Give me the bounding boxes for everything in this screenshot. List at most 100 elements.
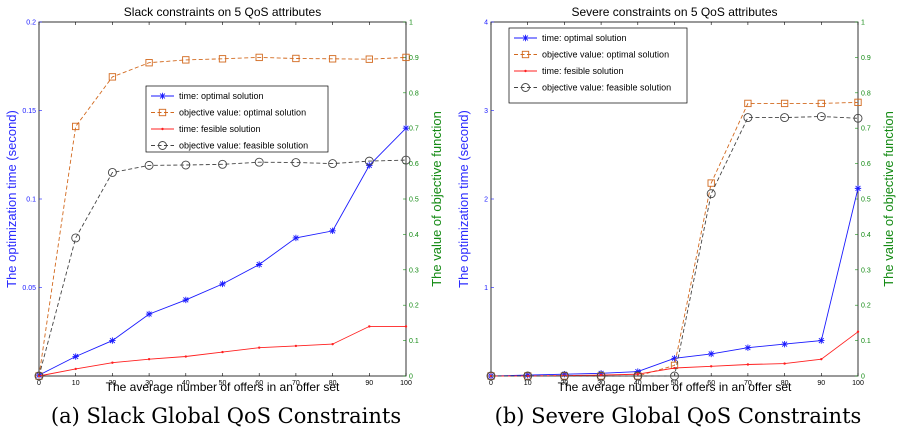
slack-series-3-point [364,156,374,166]
slack-series-3-point [328,159,338,169]
chart-panel-severe: Severe constraints on 5 QoS attributes 0 1… [452,0,904,439]
slack-legend-entry-1: objective value: optimal solution [179,108,306,118]
severe-y-right-tick-label: 0.6 [861,161,871,168]
severe-legend-entry-3: objective value: feasible solution [542,83,671,93]
slack-series-2-point [147,357,151,361]
slack-series-line-3 [38,159,407,377]
severe-series-0-point [671,355,678,362]
severe-series-3-point [780,113,790,123]
slack-x-tick-label: 30 [145,380,153,387]
severe-series-2-point [783,362,786,365]
severe-x-tick-label: 20 [561,380,569,387]
slack-legend-marker-2 [161,127,164,131]
slack-y-tick-label: 0.15 [22,108,36,115]
severe-series-1-point [744,99,752,108]
severe-series-2-point [710,365,713,368]
severe-x-tick-label: 40 [634,380,642,387]
slack-series-2-point [294,344,298,348]
severe-y-tick-label: 4 [484,20,488,27]
slack-series-1-point [328,55,337,63]
severe-series-3-point [670,371,679,381]
severe-y-right-tick-label: 0.1 [861,338,871,345]
slack-series-2-point [221,350,224,354]
severe-y-axis-label: The optimization time (second) [456,110,471,288]
severe-y-right-tick-label: 0.8 [861,90,871,97]
slack-y-right-tick-label: 1 [409,20,413,27]
severe-legend-marker-3 [521,83,530,92]
slack-series-0-point [256,261,263,268]
severe-series-0-point [781,340,788,348]
slack-x-tick-label: 60 [255,380,263,387]
severe-legend-entry-1: objective value: optimal solution [542,50,669,60]
severe-series-3-point [743,113,753,123]
severe-x-tick-label: 0 [489,380,493,387]
slack-series-line-1 [38,56,407,377]
severe-y-tick-label: 2 [484,197,488,204]
severe-series-1 [487,98,862,380]
severe-series-0-point [597,370,605,377]
severe-series-2-point [673,366,676,370]
slack-y-tick-label: 0.05 [22,285,36,292]
slack-series-1-point [182,56,190,64]
severe-series-1-point [817,99,825,108]
severe-series-2-point [746,363,750,366]
slack-series-2-point [404,325,408,328]
slack-series-0-point [402,125,410,132]
slack-title: Slack constraints on 5 QoS attributes [124,5,321,19]
slack-series-3-point [291,158,301,167]
severe-series-line-3 [491,116,859,377]
severe-x-tick-label: 80 [781,380,789,387]
slack-y-right-tick-label: 0.9 [409,55,419,62]
slack-x-tick-label: 80 [329,380,337,387]
slack-x-tick-label: 10 [72,380,80,387]
slack-series-3-point [218,159,227,169]
slack-y-right-tick-label: 0.6 [409,161,419,168]
severe-legend-box [508,27,688,104]
slack-series-2-point [368,325,371,328]
severe-series-3-point [596,371,606,381]
severe-series-0 [487,185,862,380]
severe-legend-marker-0 [522,34,529,42]
severe-legend: time: optimal solution objective value: o… [508,27,688,104]
slack-x-tick-label: 40 [182,380,190,387]
severe-series-2-point [636,373,639,376]
slack-series-1-point [255,53,263,62]
severe-x-tick-label: 10 [524,380,532,387]
severe-series-0-point [708,350,715,358]
severe-series-line-1 [491,101,859,377]
slack-series-3-point [144,160,154,170]
slack-x-tick-label: 70 [292,380,300,387]
severe-y-right-tick-label: 0.7 [861,126,871,133]
severe-x-tick-label: 50 [671,380,679,387]
severe-legend-marker-1 [521,50,530,59]
slack-series-3-point [401,155,411,165]
severe-legend-entry-0: time: optimal solution [542,33,627,43]
slack-legend: time: optimal solution objective value: o… [145,85,329,153]
slack-series-0-point [72,353,79,360]
severe-series-1-point [780,99,789,108]
caption-slack: (a) Slack Global QoS Constraints [50,404,402,428]
severe-y-right-tick-label: 0.5 [861,197,871,204]
severe-series-3 [486,112,863,381]
severe-legend-entry-2: time: fesible solution [542,66,624,76]
slack-legend-box [145,85,329,153]
slack-y-right-tick-label: 0.5 [409,197,419,204]
slack-series-0 [35,125,410,379]
slack-y-right-tick-label: 0.7 [409,126,419,133]
severe-series-2-point [820,357,823,361]
slack-series-3-point [71,233,81,243]
severe-series-2 [489,330,860,378]
severe-y-right-tick-label: 0.9 [861,55,871,62]
slack-y-right-axis-label: The value of objective function [429,111,444,287]
severe-series-3-point [559,371,569,381]
severe-series-line-0 [490,188,859,377]
slack-series-1-point [218,55,227,63]
slack-x-tick-label: 90 [365,380,373,387]
slack-y-right-tick-label: 0.1 [409,338,419,345]
slack-series-0-point [109,337,116,344]
slack-series-2-point [111,361,114,364]
slack-x-axis-label: The average number of offers in an offer… [106,380,340,394]
severe-x-tick-label: 30 [597,380,605,387]
